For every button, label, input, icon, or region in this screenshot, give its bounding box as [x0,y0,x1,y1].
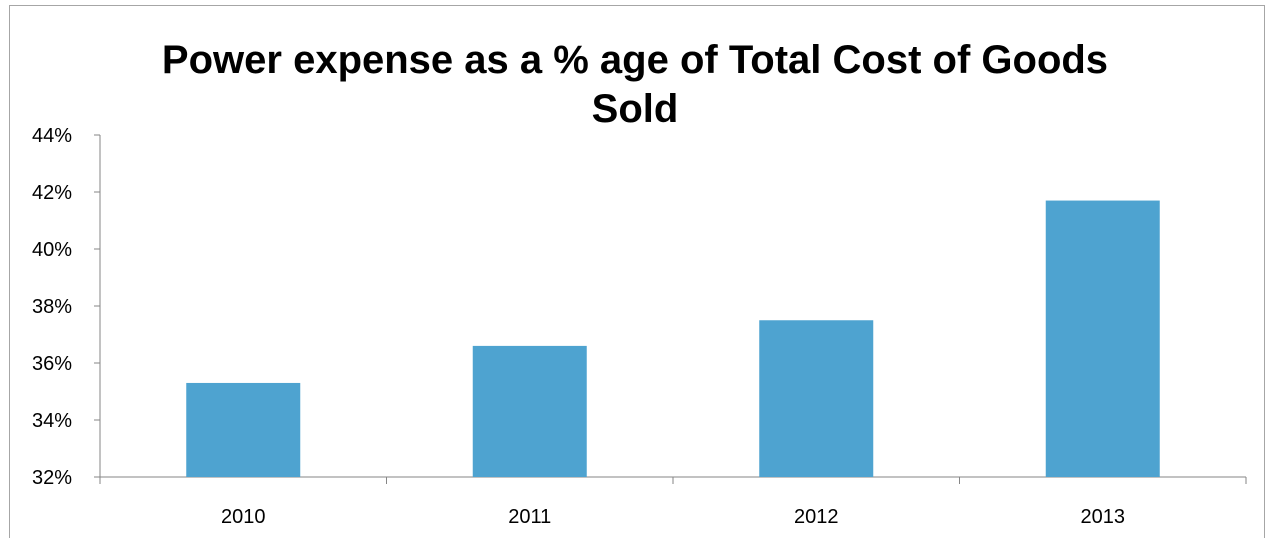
bar-2011 [472,345,587,477]
y-tick-labels: 32% 34% 36% 38% 40% 42% 44% [32,125,72,489]
x-tick-label: 2012 [794,506,839,528]
chart-title-line-2: Sold [591,87,679,131]
bar-2013 [1045,200,1160,478]
x-tick-label: 2010 [221,506,266,528]
y-tick-label: 42% [32,182,72,204]
x-tick-labels: 2010 2011 2012 2013 [221,506,1125,528]
y-tick-label: 40% [32,239,72,261]
y-tick-label: 44% [32,125,72,147]
x-tick-label: 2011 [508,506,551,528]
x-tick-label: 2013 [1081,506,1126,528]
bars [186,200,1160,478]
y-tick-label: 34% [32,410,72,432]
bar-2010 [186,382,301,477]
y-tick-label: 36% [32,353,72,375]
bar-2012 [759,320,874,477]
y-tick-label: 38% [32,296,72,318]
y-tick-label: 32% [32,467,72,489]
chart-title: Power expense as a % age of Total Cost o… [0,36,1270,134]
chart-title-line-1: Power expense as a % age of Total Cost o… [161,38,1109,82]
